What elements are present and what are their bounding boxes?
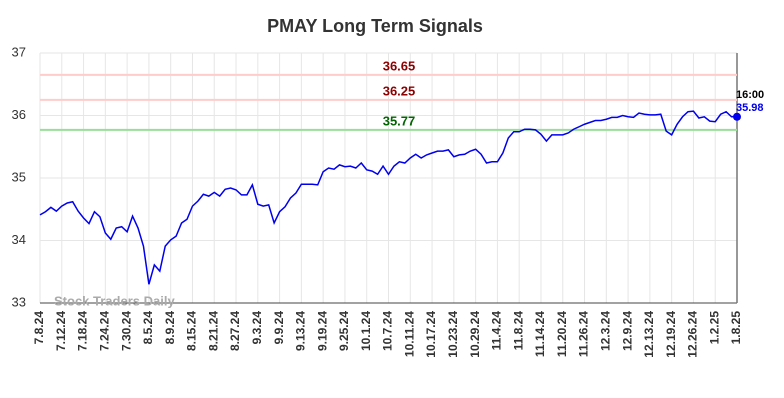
x-tick-label: 9.25.24 — [337, 311, 351, 351]
x-tick-label: 8.5.24 — [141, 311, 155, 345]
x-tick-label: 12.3.24 — [598, 311, 612, 351]
y-tick-label: 34 — [12, 232, 26, 247]
x-tick-label: 8.9.24 — [163, 311, 177, 345]
x-tick-label: 12.13.24 — [642, 311, 656, 358]
y-tick-label: 37 — [12, 44, 26, 59]
last-point — [733, 112, 741, 121]
x-tick-label: 7.12.24 — [54, 311, 68, 351]
x-tick-label: 11.14.24 — [533, 311, 547, 357]
x-tick-label: 7.24.24 — [98, 311, 112, 351]
x-tick-label: 10.17.24 — [424, 311, 438, 358]
chart-title: PMAY Long Term Signals — [267, 16, 483, 36]
x-tick-label: 8.27.24 — [228, 311, 242, 351]
last-value: 35.98 — [736, 102, 764, 114]
x-tick-label: 12.26.24 — [686, 311, 700, 358]
x-tick-label: 11.4.24 — [490, 311, 504, 351]
y-tick-label: 33 — [12, 294, 26, 309]
reference-label: 36.65 — [383, 58, 416, 73]
x-tick-label: 12.19.24 — [664, 311, 678, 358]
x-tick-label: 9.9.24 — [272, 311, 286, 345]
x-tick-label: 9.19.24 — [315, 311, 329, 351]
x-tick-label: 10.23.24 — [446, 311, 460, 358]
x-tick-label: 12.9.24 — [620, 311, 634, 351]
y-tick-label: 35 — [12, 169, 26, 184]
x-tick-label: 11.26.24 — [577, 311, 591, 357]
x-tick-label: 9.3.24 — [250, 311, 264, 345]
x-tick-label: 7.8.24 — [32, 311, 46, 345]
y-tick-label: 36 — [12, 107, 26, 122]
x-tick-label: 1.2.25 — [707, 311, 721, 345]
x-tick-label: 8.15.24 — [185, 311, 199, 351]
price-line — [39, 110, 737, 285]
reference-label: 35.77 — [383, 113, 416, 128]
last-time: 16:00 — [736, 89, 764, 101]
x-tick-label: 7.18.24 — [76, 311, 90, 351]
x-tick-label: 10.29.24 — [468, 311, 482, 358]
x-tick-label: 1.8.25 — [729, 311, 743, 345]
x-tick-label: 7.30.24 — [119, 311, 133, 351]
x-tick-label: 10.7.24 — [381, 311, 395, 351]
x-tick-label: 10.11.24 — [402, 311, 416, 357]
x-tick-label: 11.8.24 — [511, 311, 525, 351]
x-tick-label: 10.1.24 — [359, 311, 373, 351]
watermark: Stock Traders Daily — [54, 293, 175, 308]
x-tick-label: 9.13.24 — [294, 311, 308, 351]
x-tick-label: 8.21.24 — [206, 311, 220, 351]
reference-label: 36.25 — [383, 83, 416, 98]
x-tick-label: 11.20.24 — [555, 311, 569, 357]
